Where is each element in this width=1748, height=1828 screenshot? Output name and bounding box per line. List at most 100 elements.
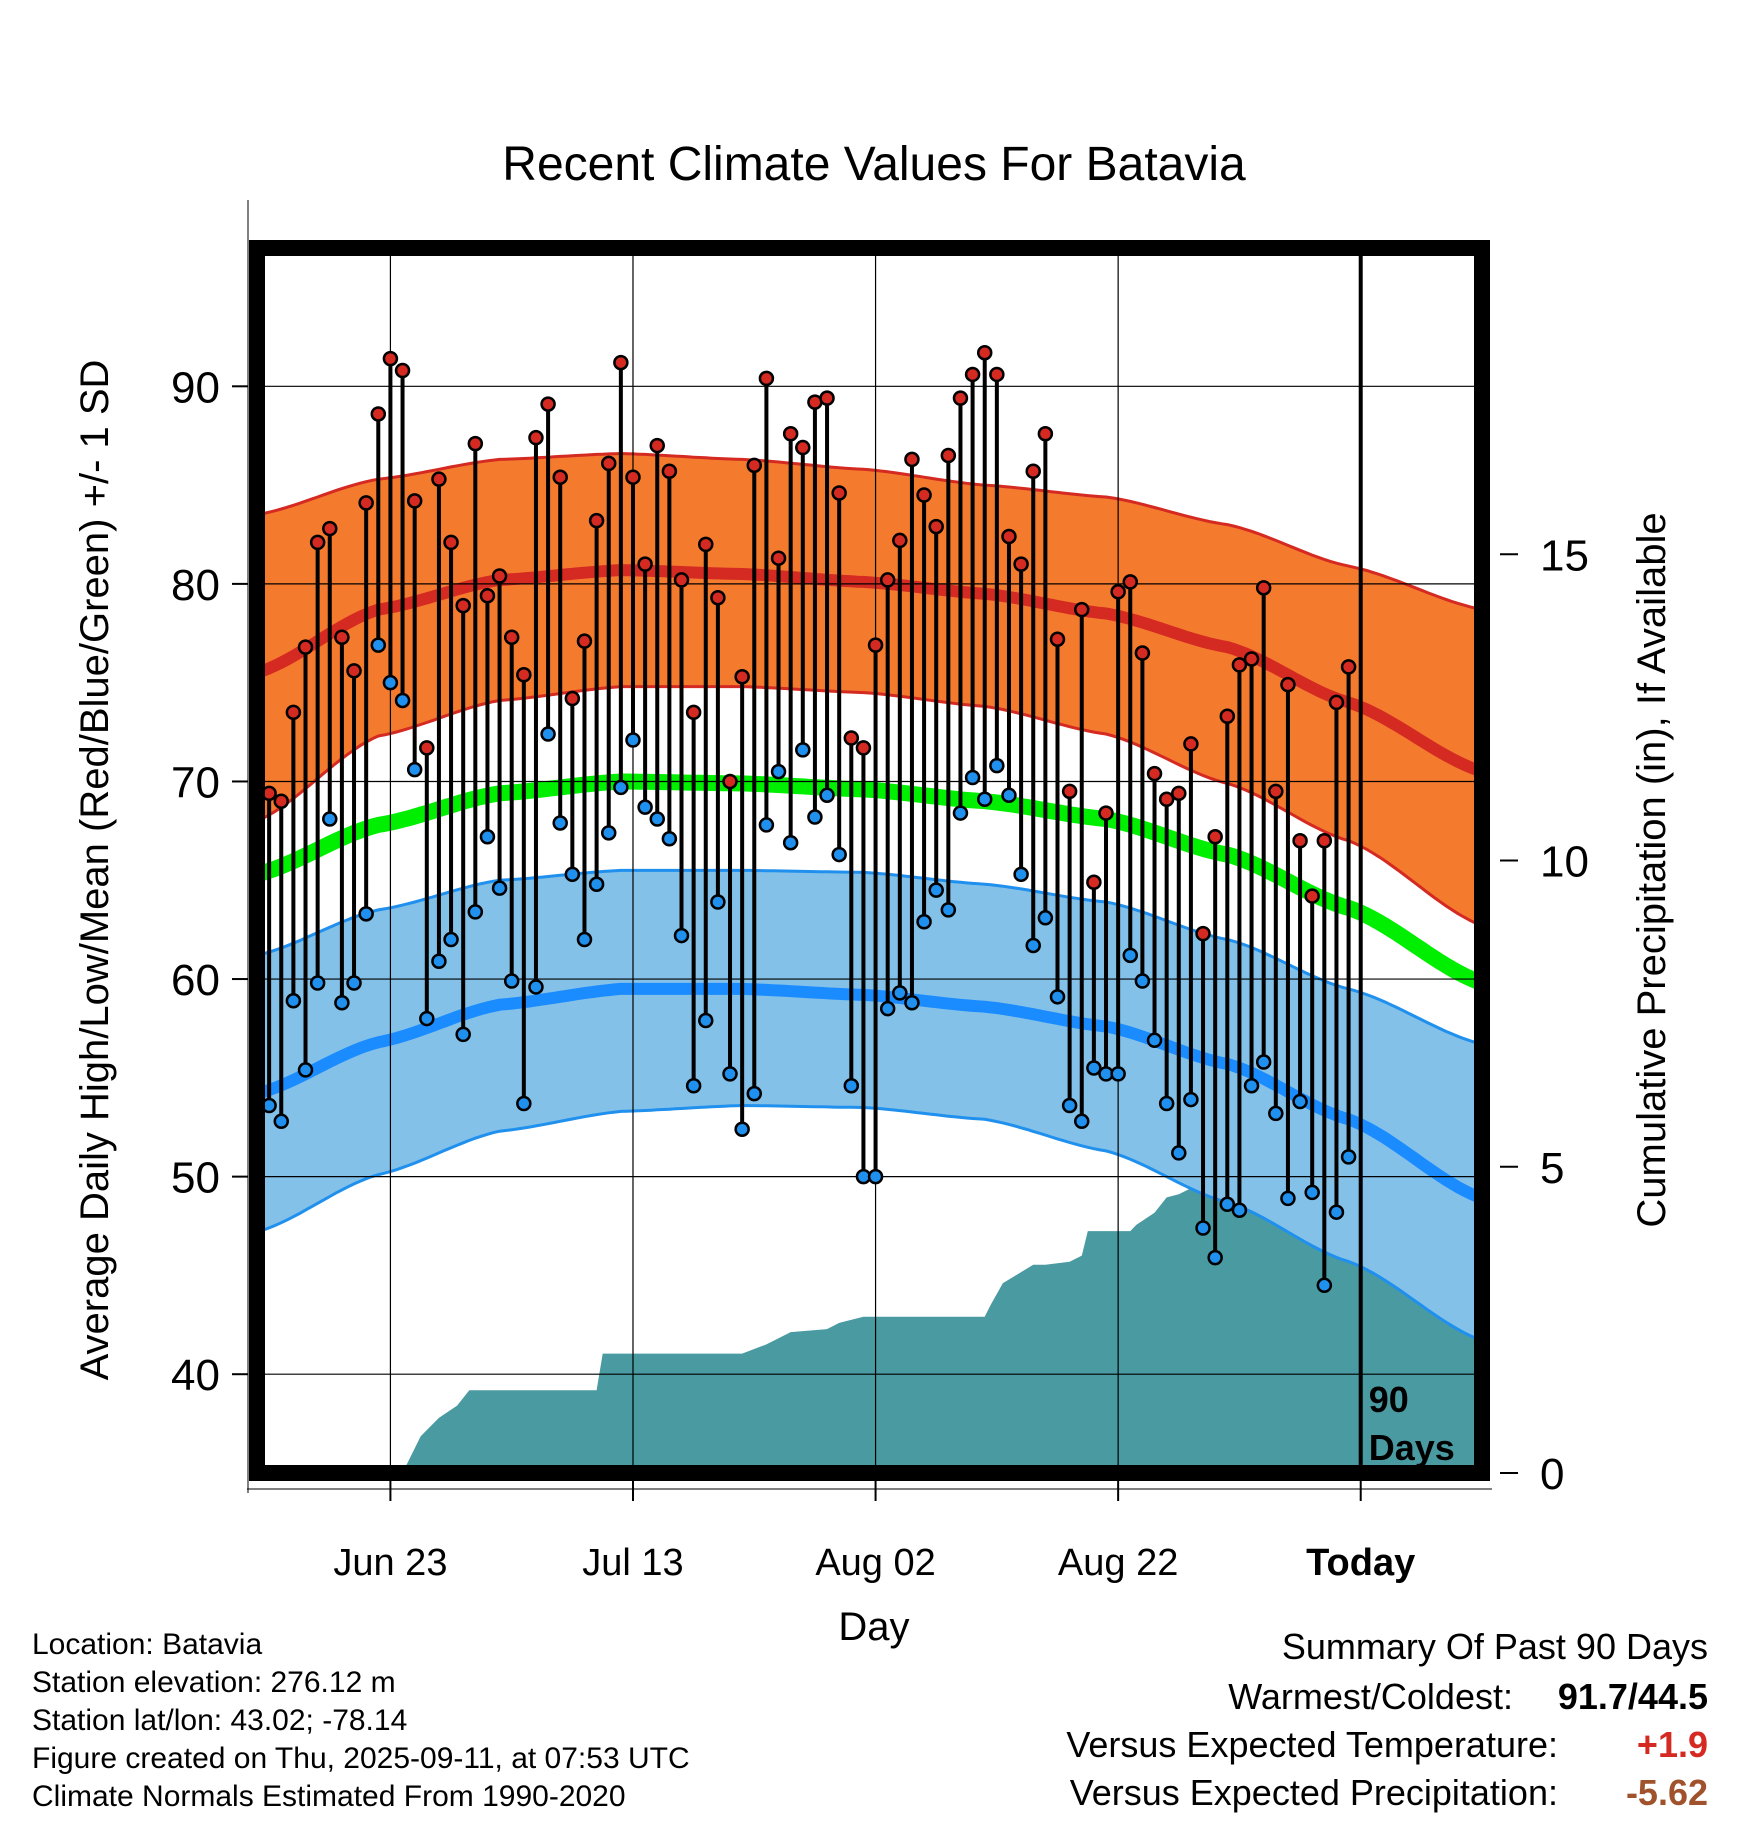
daily-high-point [564,690,581,707]
daily-low-point [892,985,908,1001]
daily-high-point [443,534,459,551]
y2-tick-label: 15 [1540,531,1589,580]
daily-high-point [491,568,508,584]
daily-high-point [758,370,775,387]
precip-value: -5.62 [1625,1772,1708,1813]
daily-high-point [1195,925,1211,942]
daily-high-point [613,354,629,371]
low-band-upper-edge [257,868,1482,1046]
daily-low-point [479,829,496,845]
chart-title: Recent Climate Values For Batavia [502,138,1246,191]
daily-high-point [1340,659,1357,675]
daily-high-point [1243,651,1260,667]
daily-low-point [491,880,508,896]
daily-low-point [528,979,544,995]
daily-high-point [1061,783,1078,800]
daily-high-point [710,589,726,606]
daily-high-point [1292,832,1308,849]
y-tick-label: 60 [171,956,220,1005]
daily-low-point [673,927,690,944]
daily-high-point [1280,676,1296,693]
daily-low-point [552,815,568,831]
daily-high-point [1001,528,1017,545]
daily-high-point [273,793,290,809]
daily-low-point [1171,1145,1187,1161]
daily-low-point [1110,1066,1126,1082]
x-tick-label: Today [1306,1542,1415,1584]
daily-low-point [467,904,484,920]
daily-low-point [1340,1149,1357,1165]
daily-low-point [1122,947,1139,964]
daily-high-point [1122,574,1139,590]
daily-low-point [879,1000,896,1017]
y2-tick-label: 10 [1540,838,1589,887]
daily-high-point [1025,463,1041,480]
daily-high-point [1013,556,1029,572]
daily-high-point [879,572,896,588]
daily-low-point [685,1077,702,1094]
daily-low-point [795,742,811,758]
warm-cold-value: 91.7/44.5 [1557,1676,1708,1717]
plot-area: 90 Days 40 50 60 70 80 90 0 5 10 15 Jun 23 Jul 13 Aug … [171,200,1589,1584]
high-band-upper-edge [257,451,1482,612]
location-text: Location: Batavia [32,1628,263,1661]
daily-high-point [795,439,811,456]
daily-high-point [1231,657,1248,673]
daily-low-point [1013,866,1029,883]
daily-low-point [516,1095,532,1112]
daily-low-point [722,1066,738,1082]
daily-high-point [1171,785,1187,802]
elevation-text: Station elevation: 276.12 m [32,1666,396,1699]
daily-low-point [1134,973,1151,989]
daily-low-point [1207,1249,1223,1266]
daily-high-point [782,425,799,442]
daily-low-point [819,787,835,804]
daily-high-point [989,366,1005,383]
normals-text: Climate Normals Estimated From 1990-2020 [32,1780,626,1813]
temp-label: Versus Expected Temperature: [1066,1724,1558,1765]
daily-high-point [346,663,362,679]
daily-high-point [297,639,314,655]
daily-high-point [916,487,932,503]
daily-high-point [394,362,411,379]
daily-high-point [855,740,872,756]
daily-high-point [467,435,484,452]
daily-high-point [1086,874,1102,890]
today-marker-label: Days [1369,1427,1455,1468]
daily-low-point [649,811,665,827]
daily-high-point [685,704,702,721]
x-tick-label: Jul 13 [582,1542,683,1584]
daily-low-point [382,674,399,691]
daily-low-point [1074,1113,1090,1130]
plot-inner: 90 Days [257,248,1482,1473]
daily-high-point [455,597,471,614]
daily-low-point [1061,1097,1078,1114]
daily-high-point [661,463,678,480]
y-axis-label: Average Daily High/Low/Mean (Red/Blue/Gr… [73,360,117,1381]
daily-high-point [649,437,665,454]
daily-low-point [588,876,605,892]
daily-low-point [600,825,617,841]
daily-high-point [309,534,326,551]
daily-high-point [1110,584,1126,600]
daily-high-point [1255,580,1272,596]
daily-high-point [1268,783,1284,800]
y-tick-label: 80 [171,561,220,610]
y2-tick-label: 0 [1540,1450,1564,1499]
daily-high-point [600,455,617,472]
daily-low-point [1268,1105,1284,1122]
daily-high-point [698,536,714,553]
daily-low-point [1025,937,1041,954]
latlon-text: Station lat/lon: 43.02; -78.14 [32,1704,408,1737]
x-tick-label: Aug 22 [1058,1542,1178,1584]
daily-low-point [940,902,957,918]
daily-low-point [904,995,920,1011]
daily-high-point [419,740,435,756]
daily-low-point [322,811,338,827]
plot-frame [249,240,1490,1481]
daily-low-point [1292,1093,1308,1110]
daily-high-point [1158,791,1175,807]
daily-low-point [1183,1091,1199,1108]
x-tick-label: Jun 23 [333,1542,447,1584]
